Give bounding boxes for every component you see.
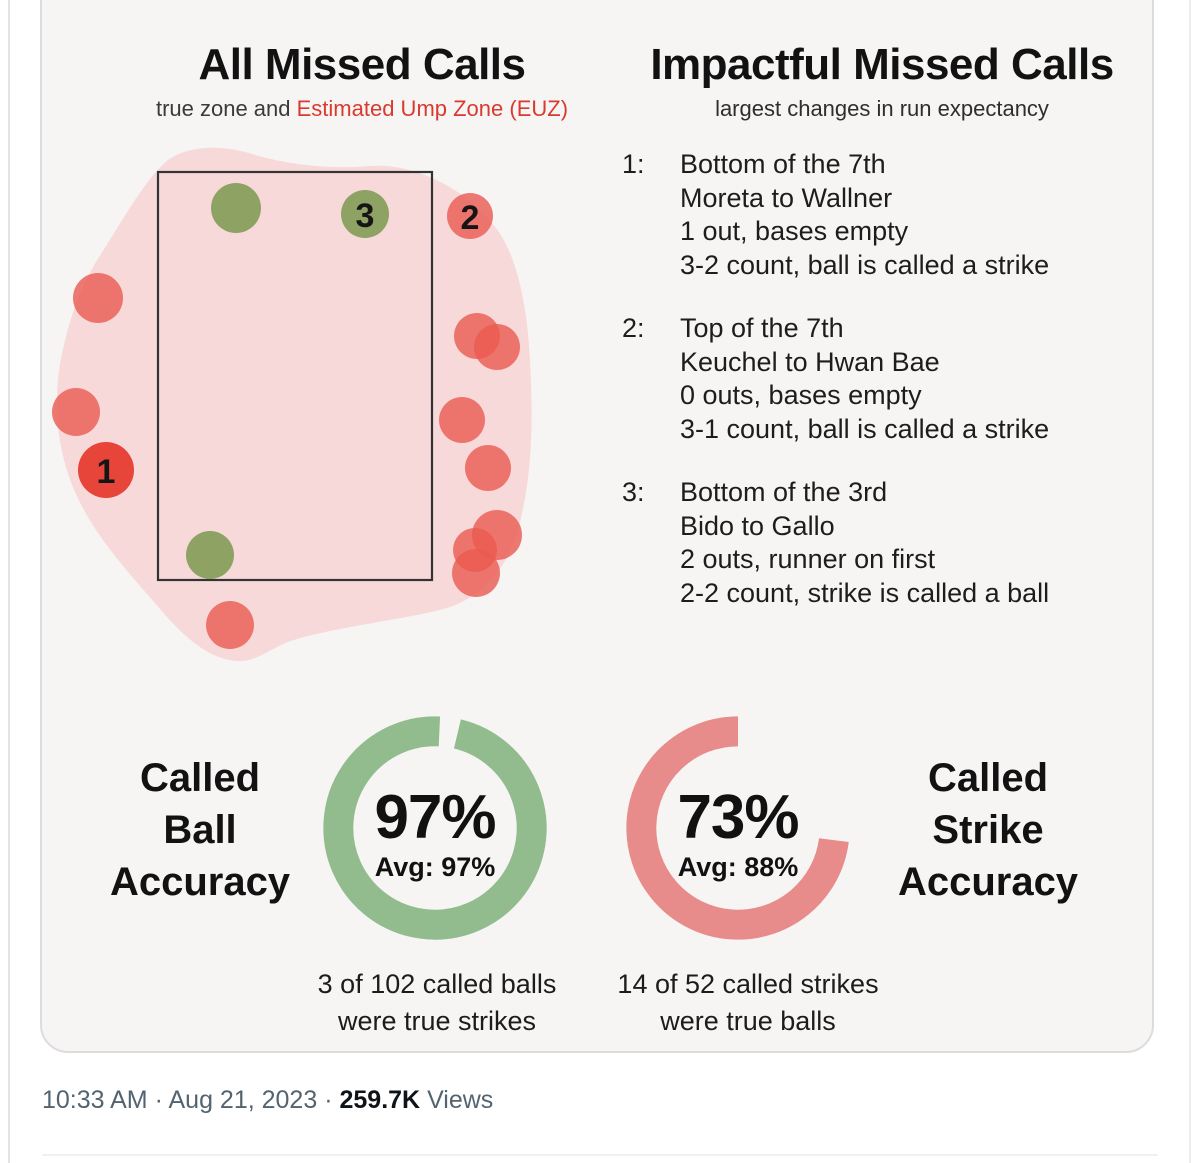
tweet-divider <box>42 1154 1158 1156</box>
impact-line: Top of the 7th <box>680 313 844 343</box>
caption-line: were true strikes <box>337 1006 537 1036</box>
pitch-dot-green <box>341 190 389 238</box>
pitch-dot-red <box>452 549 500 597</box>
impactful-calls-list: 1: Bottom of the 7th Moreta to Wallner 1… <box>622 148 1122 610</box>
all-missed-calls-subtitle: true zone and Estimated Ump Zone (EUZ) <box>102 96 622 122</box>
caption-line: were true balls <box>660 1006 836 1036</box>
all-missed-calls-title: All Missed Calls <box>198 40 526 89</box>
donut-arc <box>626 716 849 940</box>
pitch-dot-red <box>52 388 100 436</box>
strike-accuracy-average: Avg: 88% <box>677 852 799 882</box>
pitch-dot-red <box>447 193 493 239</box>
impact-item-text: Top of the 7th Keuchel to Hwan Bae 0 out… <box>680 312 1049 446</box>
caption-line: 14 of 52 called strikes <box>617 969 879 999</box>
label-line: Strike <box>932 808 1044 852</box>
impact-line: 3-1 count, ball is called a strike <box>680 413 1050 444</box>
strike-accuracy-donut <box>626 716 849 940</box>
strike-zone-plot: 3 2 1 <box>52 147 532 662</box>
impact-item-3: 3: Bottom of the 3rd Bido to Gallo 2 out… <box>622 476 1122 610</box>
ball-accuracy-average: Avg: 97% <box>374 852 496 882</box>
pitch-dot-red <box>465 445 511 491</box>
meta-separator: · <box>154 1086 163 1114</box>
impact-line: Bido to Gallo <box>680 510 835 541</box>
subtitle-euz: Estimated Ump Zone (EUZ) <box>296 96 569 121</box>
impact-line: 2 outs, runner on first <box>680 544 936 574</box>
caption-line: 3 of 102 called balls <box>317 969 557 999</box>
pitch-dot-number: 2 <box>461 199 480 237</box>
label-line: Accuracy <box>897 860 1079 904</box>
subtitle-true-zone: true zone and <box>155 96 297 121</box>
views-label: Views <box>427 1086 494 1114</box>
impact-item-1: 1: Bottom of the 7th Moreta to Wallner 1… <box>622 148 1122 282</box>
views-count: 259.7K <box>339 1086 421 1114</box>
impact-item-number: 3: <box>622 477 645 507</box>
pitch-dot-number: 1 <box>97 453 116 491</box>
label-line: Called <box>927 756 1049 800</box>
impact-line: Moreta to Wallner <box>680 182 893 213</box>
impact-line: 3-2 count, ball is called a strike <box>680 249 1050 280</box>
strike-accuracy-values: 73% Avg: 88% <box>622 783 854 883</box>
impact-item-2: 2: Top of the 7th Keuchel to Hwan Bae 0 … <box>622 312 1122 446</box>
called-ball-accuracy-label: Called Ball Accuracy <box>70 752 330 908</box>
impact-item-text: Bottom of the 7th Moreta to Wallner 1 ou… <box>680 148 1049 282</box>
impact-line: 0 outs, bases empty <box>680 380 922 410</box>
meta-separator: · <box>324 1086 333 1114</box>
impact-item-text: Bottom of the 3rd Bido to Gallo 2 outs, … <box>680 476 1049 610</box>
pitch-dot-red-bright <box>78 442 134 498</box>
pitch-dot-green <box>186 531 234 579</box>
impactful-missed-calls-subtitle: largest changes in run expectancy <box>715 96 1049 121</box>
ball-accuracy-donut <box>323 716 547 940</box>
impactful-missed-calls-title: Impactful Missed Calls <box>650 40 1114 89</box>
ball-accuracy-percent: 97% <box>374 783 496 852</box>
ball-accuracy-caption: 3 of 102 called balls were true strikes <box>287 966 587 1040</box>
pitch-dot-red <box>206 601 254 649</box>
impact-line: Bottom of the 7th <box>680 149 886 179</box>
pitch-dot-green <box>211 183 261 233</box>
true-strike-zone-rect <box>156 170 434 582</box>
pitch-dot-red <box>439 397 485 443</box>
tweet-time: 10:33 AM <box>42 1086 148 1114</box>
ball-accuracy-values: 97% Avg: 97% <box>319 783 551 883</box>
label-line: Ball <box>163 808 237 852</box>
tweet-timestamp-row: 10:33 AM · Aug 21, 2023 · 259.7K Views <box>42 1086 493 1115</box>
label-line: Accuracy <box>109 860 291 904</box>
donut-arc <box>323 716 547 940</box>
impact-line: Keuchel to Hwan Bae <box>680 346 940 377</box>
page-right-border <box>1189 0 1191 1163</box>
tweet-date: Aug 21, 2023 <box>168 1086 318 1114</box>
called-strike-accuracy-label: Called Strike Accuracy <box>858 752 1118 908</box>
impact-item-number: 1: <box>622 149 645 179</box>
strike-accuracy-caption: 14 of 52 called strikes were true balls <box>598 966 898 1040</box>
pitch-dot-number: 3 <box>356 197 375 235</box>
page-left-border <box>8 0 10 1163</box>
strike-accuracy-percent: 73% <box>677 783 799 852</box>
impact-line: Bottom of the 3rd <box>680 477 888 507</box>
impact-line: 1 out, bases empty <box>680 216 909 246</box>
pitch-dot-red <box>73 273 123 323</box>
impact-item-number: 2: <box>622 313 645 343</box>
estimated-ump-zone-blob <box>56 147 532 662</box>
pitch-dot-red <box>474 324 520 370</box>
label-line: Called <box>139 756 261 800</box>
impact-line: 2-2 count, strike is called a ball <box>680 577 1050 608</box>
